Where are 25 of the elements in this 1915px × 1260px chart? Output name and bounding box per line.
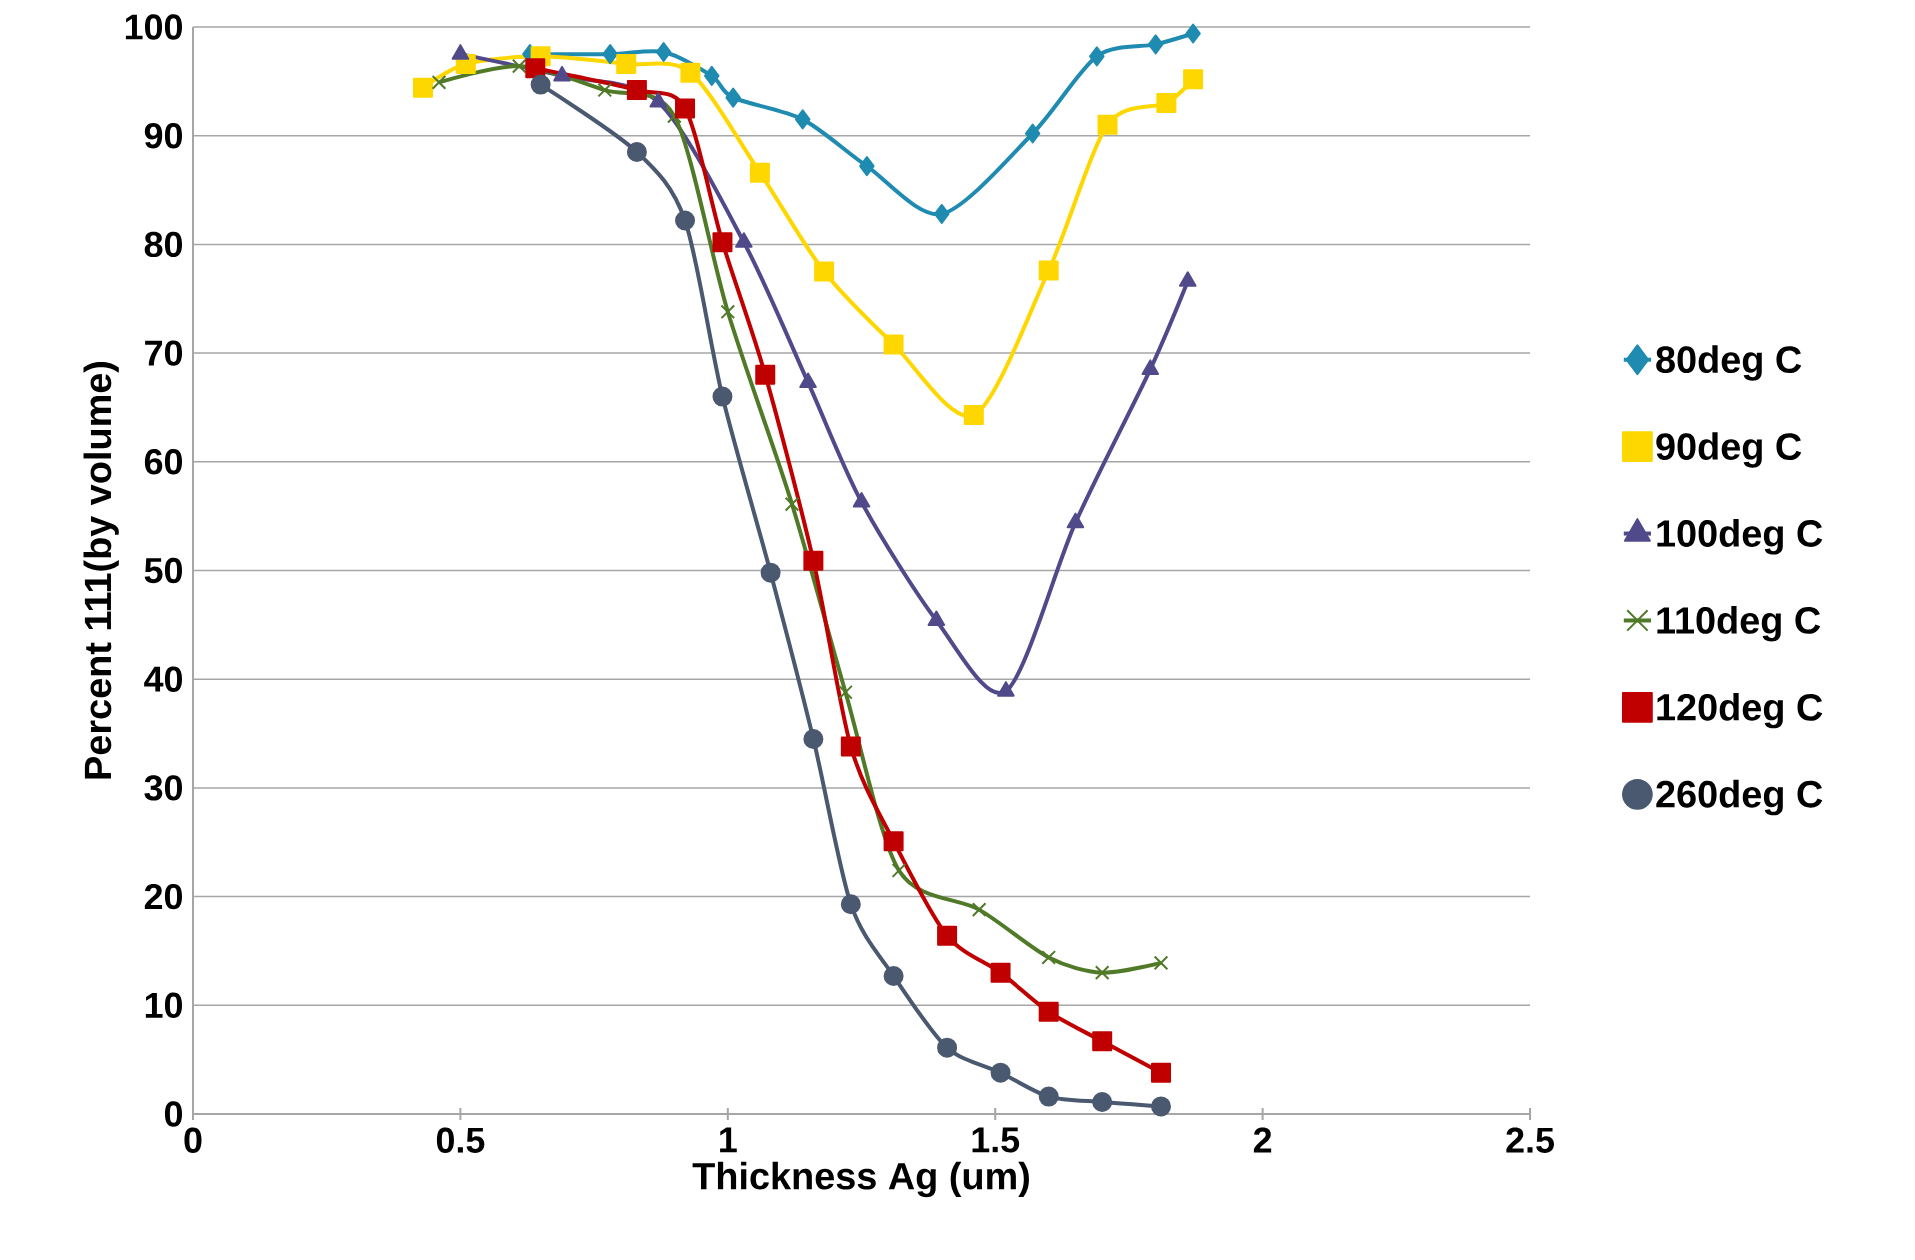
x-tick-label: 1: [720, 1127, 737, 1153]
y-axis-title: Percent 111(by volume): [83, 362, 119, 779]
y-tick-label: 60: [144, 449, 182, 475]
x-tick-label: 2.5: [1506, 1127, 1554, 1153]
y-tick-label: 40: [144, 666, 182, 692]
legend-label: 260deg C: [1656, 779, 1823, 816]
y-tick-label: 80: [144, 231, 182, 258]
y-tick-label: 10: [145, 992, 182, 1018]
x-tick-label: 0: [184, 1127, 202, 1153]
y-tick-label: 30: [144, 775, 182, 801]
y-tick-label: 90: [144, 123, 182, 149]
y-tick-label: 70: [145, 340, 182, 366]
y-tick-label: 0: [164, 1101, 183, 1127]
x-tick-label: 0.5: [436, 1127, 485, 1153]
y-tick-label: 50: [144, 557, 182, 584]
x-axis-title: Thickness Ag (um): [692, 1161, 1029, 1198]
legend-label: 110deg C: [1657, 606, 1821, 642]
x-tick-label: 1.5: [972, 1127, 1020, 1153]
y-tick-label: 20: [144, 883, 182, 910]
legend-label: 90deg C: [1656, 432, 1802, 468]
legend-label: 120deg C: [1657, 692, 1823, 729]
legend-label: 100deg C: [1657, 519, 1823, 555]
y-tick-label: 100: [125, 14, 182, 40]
x-tick-label: 2: [1253, 1127, 1272, 1153]
legend-label: 80deg C: [1656, 345, 1802, 381]
